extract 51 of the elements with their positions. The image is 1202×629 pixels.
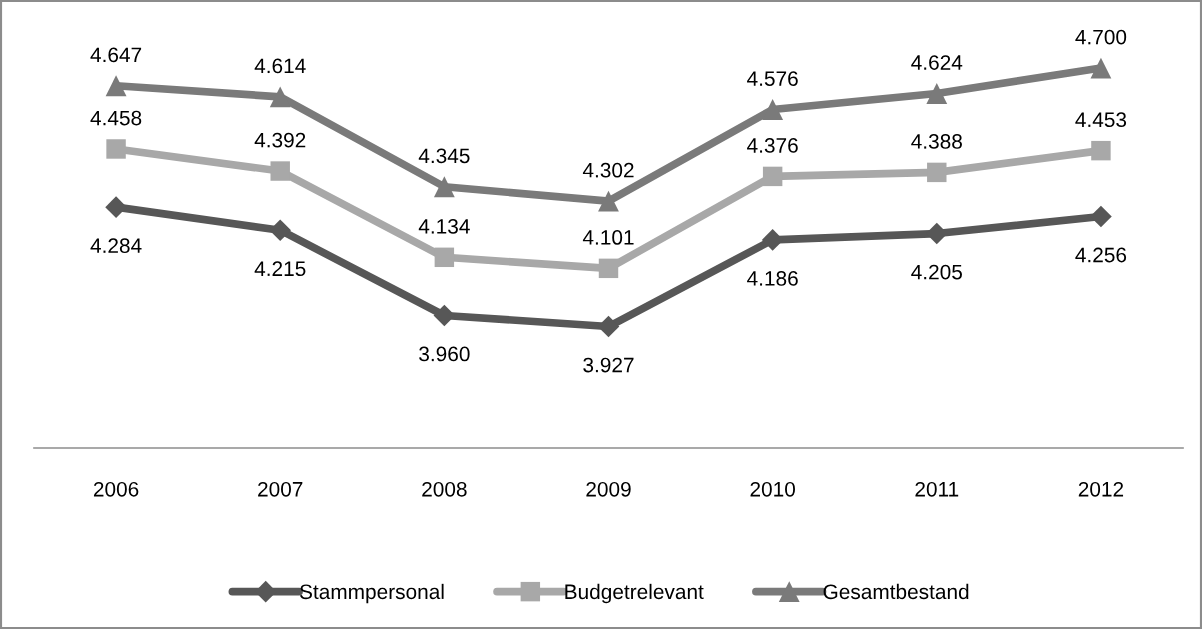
point	[762, 99, 784, 120]
point	[105, 196, 127, 218]
legend-label: Budgetrelevant	[565, 583, 704, 604]
data-label: 4.624	[911, 55, 963, 70]
point	[269, 219, 292, 242]
data-label: 4.101	[582, 230, 634, 245]
point	[105, 75, 127, 97]
point	[926, 83, 948, 104]
point	[597, 315, 620, 338]
point	[1090, 205, 1112, 228]
x-tick-label: 2011	[915, 481, 959, 497]
point	[927, 162, 947, 183]
x-tick-label: 2006	[93, 481, 139, 497]
data-label: 4.215	[254, 261, 306, 277]
x-tick-label: 2010	[750, 481, 795, 497]
point	[433, 176, 455, 198]
data-label: 4.388	[911, 134, 962, 149]
data-label: 4.186	[747, 271, 798, 286]
data-label: 4.205	[911, 264, 962, 280]
point	[1090, 57, 1112, 79]
point	[270, 161, 290, 181]
data-label: 4.458	[90, 110, 142, 126]
point	[433, 304, 456, 327]
data-label: 3.960	[419, 346, 470, 362]
x-tick-label: 2008	[422, 481, 467, 497]
data-label: 4.614	[254, 58, 306, 74]
legend-label: Stammpersonal	[299, 583, 444, 604]
point	[761, 229, 784, 251]
data-label: 4.453	[1075, 112, 1127, 128]
data-label: 4.284	[90, 238, 142, 254]
data-label: 4.392	[254, 132, 306, 148]
data-label: 4.345	[418, 148, 470, 164]
data-label: 3.927	[583, 357, 634, 373]
data-label: 4.647	[90, 47, 142, 63]
data-label: 4.376	[747, 138, 798, 153]
data-label: 4.256	[1075, 247, 1127, 263]
point	[106, 139, 126, 159]
x-tick-label: 2009	[586, 481, 631, 497]
point	[598, 190, 619, 212]
data-label: 4.576	[747, 71, 798, 86]
point	[1091, 140, 1111, 161]
data-label: 4.134	[418, 219, 470, 234]
data-label: 4.302	[582, 162, 634, 178]
point	[434, 247, 455, 268]
data-label: 4.700	[1075, 29, 1127, 45]
legend-label: Gesamtbestand	[823, 583, 969, 600]
x-tick-label: 2007	[258, 481, 303, 497]
point	[762, 166, 783, 187]
x-tick-label: 2012	[1078, 481, 1124, 497]
point	[598, 258, 619, 279]
point	[269, 86, 291, 108]
